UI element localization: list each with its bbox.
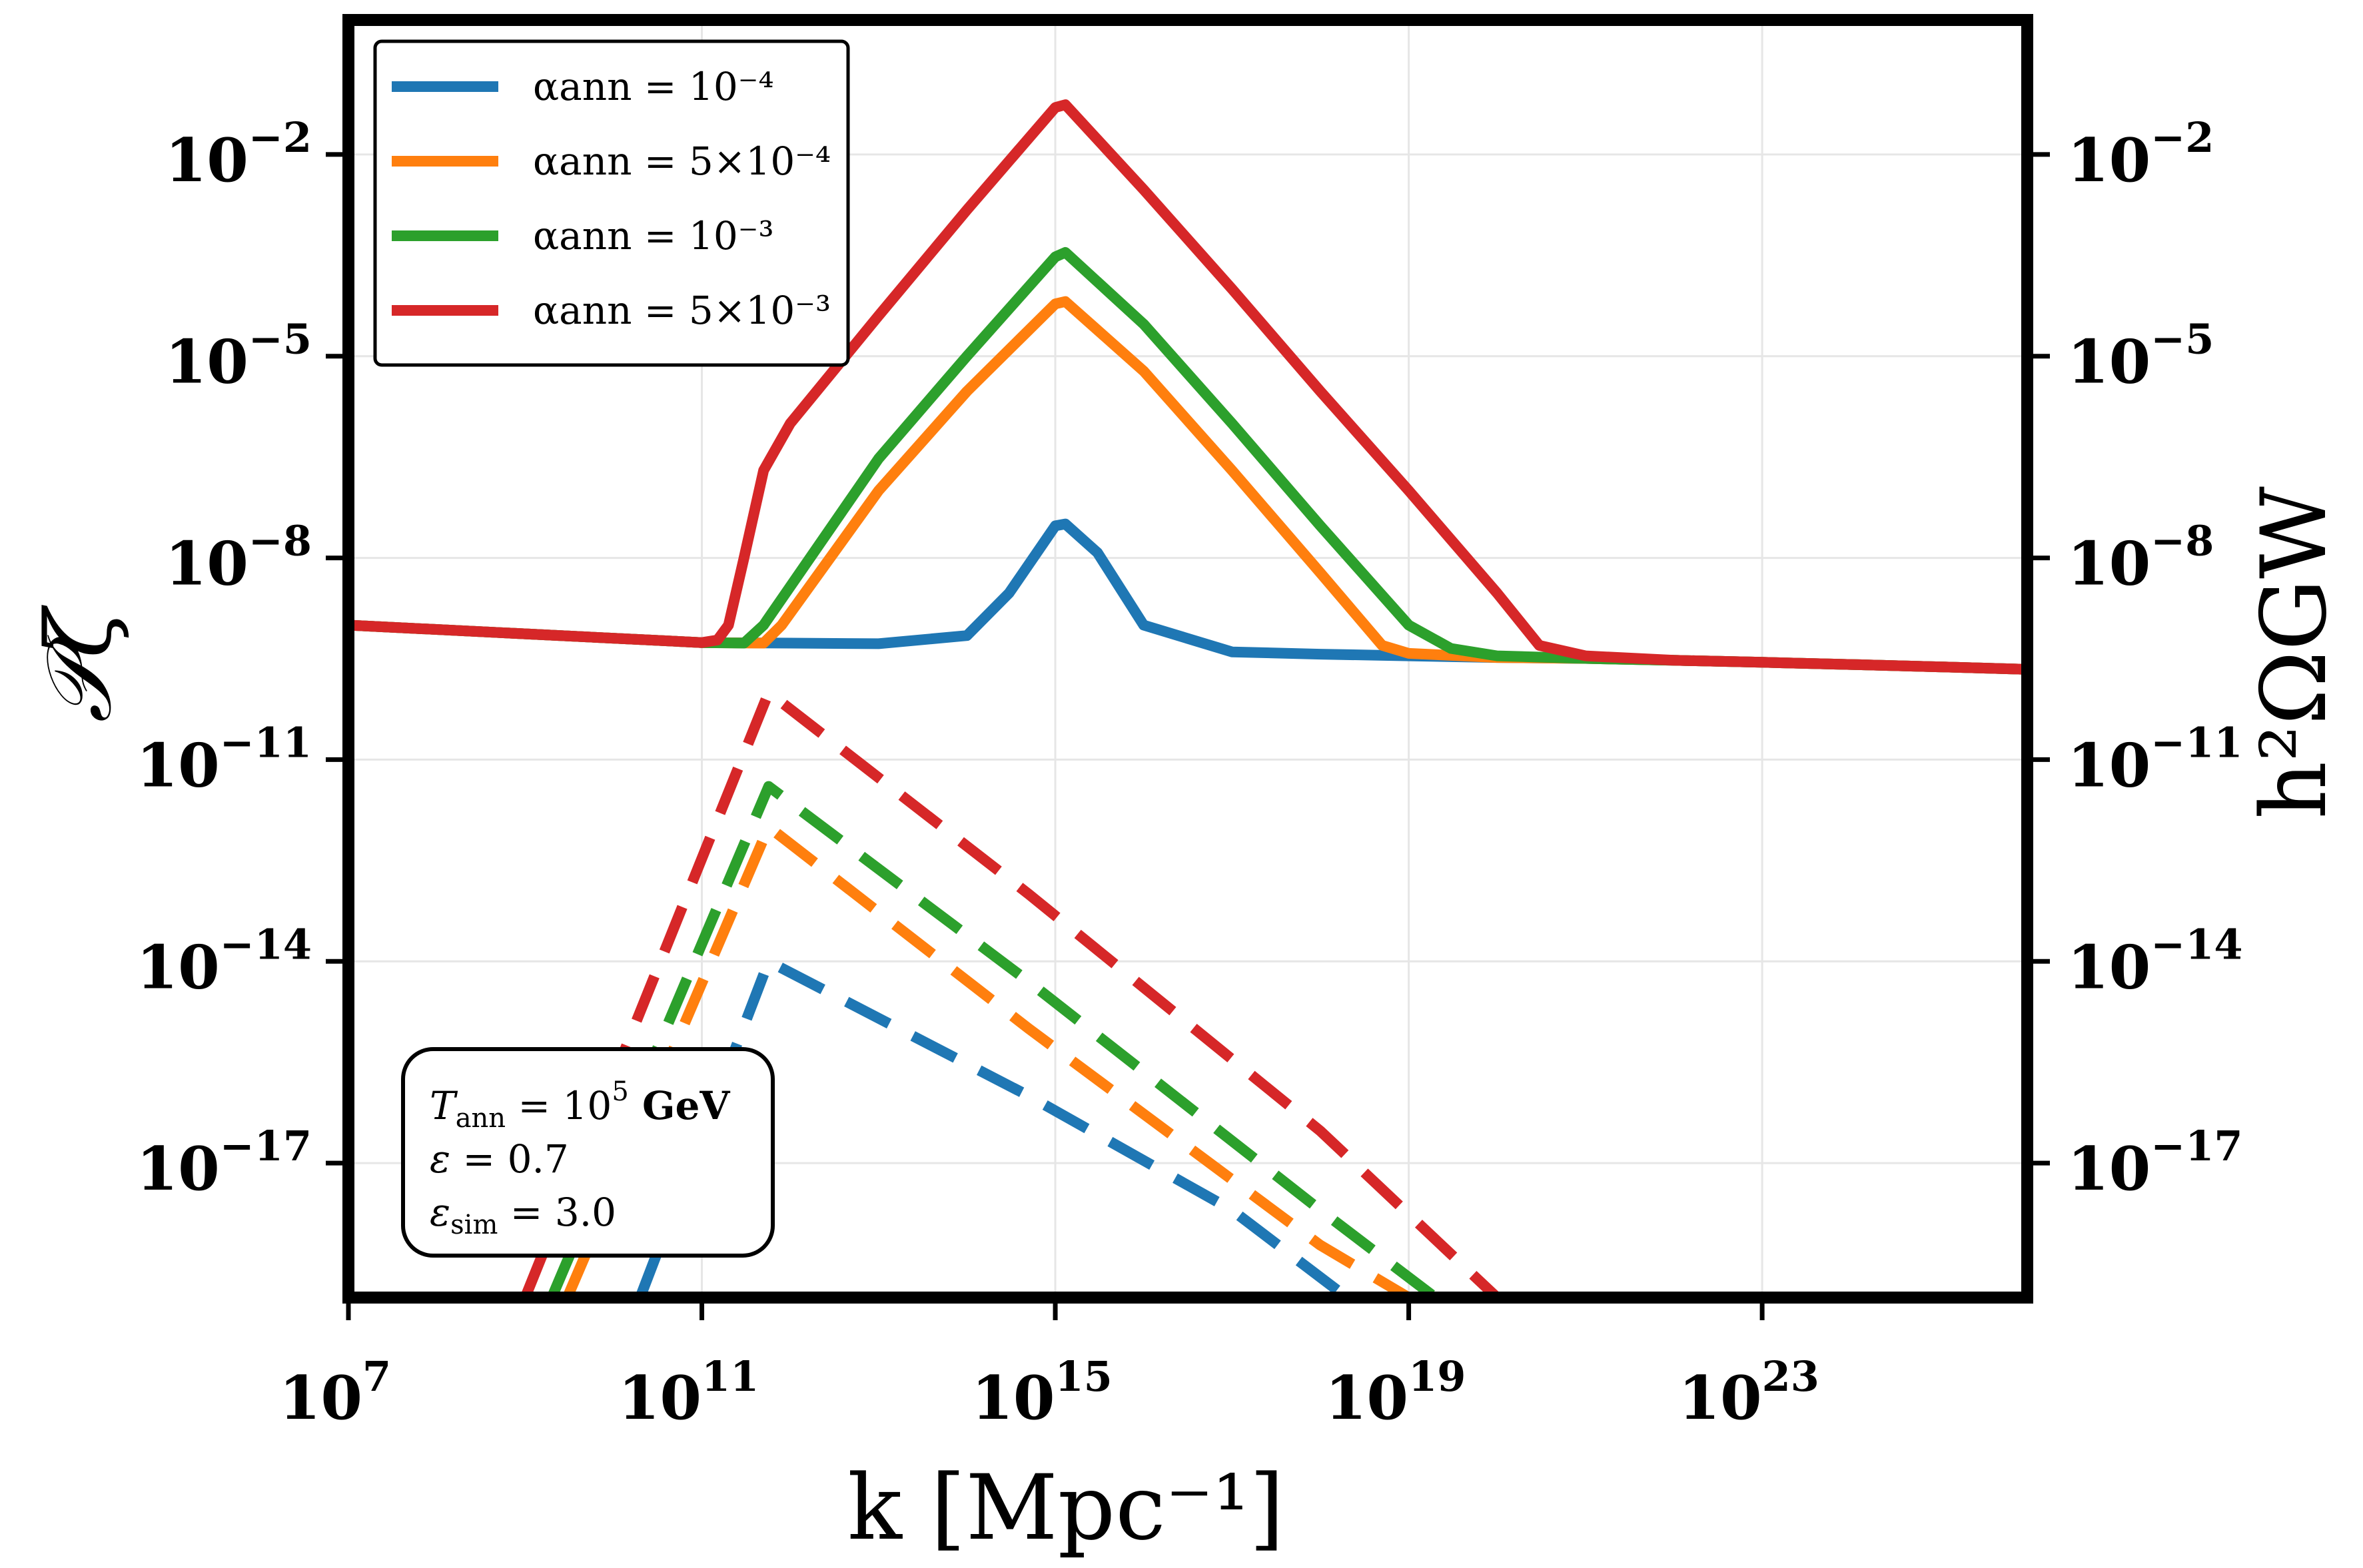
legend-label-4: αann = 5×10⁻³ xyxy=(533,288,831,333)
info-box: Tann = 105 GeV ε = 0.7 εsim = 3.0 xyxy=(401,1047,775,1258)
y-tick-label-right: 10−11 xyxy=(2067,718,2242,801)
y-tick-label-left: 10−11 xyxy=(137,718,312,801)
legend: αann = 10⁻⁴ αann = 5×10⁻⁴ αann = 10⁻³ αann … xyxy=(373,39,850,367)
gw-spectrum-line-2 xyxy=(562,821,1412,1298)
gw-spectrum-line-4 xyxy=(520,687,1501,1298)
y-tick-label-left: 10−2 xyxy=(165,113,312,196)
info-line-temperature: Tann = 105 GeV xyxy=(430,1076,730,1134)
y-tick-label-right: 10−14 xyxy=(2067,920,2242,1002)
y-tick-label-left: 10−8 xyxy=(165,517,312,599)
legend-label-1: αann = 10⁻⁴ xyxy=(533,64,774,109)
y-tick-label-left: 10−17 xyxy=(137,1122,312,1204)
info-line-epsilon-sim: εsim = 3.0 xyxy=(430,1190,616,1240)
plot-frame xyxy=(342,14,2033,1304)
tick-labels: 107 1011 1015 1019 1023 10−2 10−2 10−5 10−5 10−8 1… xyxy=(137,113,2243,1433)
y-tick-label-left: 10−14 xyxy=(137,920,312,1002)
y-tick-label-right: 10−5 xyxy=(2067,315,2214,398)
legend-label-2: αann = 5×10⁻⁴ xyxy=(533,139,831,184)
x-tick-label: 1019 xyxy=(1325,1352,1466,1433)
info-line-epsilon: ε = 0.7 xyxy=(430,1136,569,1182)
legend-label-3: αann = 10⁻³ xyxy=(533,213,774,258)
power-spectrum-line-4 xyxy=(348,99,2027,675)
legend-box xyxy=(373,39,850,367)
axis-ticks xyxy=(326,152,2050,1320)
x-tick-label: 1023 xyxy=(1678,1352,1819,1433)
y-tick-label-right: 10−2 xyxy=(2067,113,2214,196)
power-spectrum-line-1 xyxy=(348,518,2027,675)
x-tick-label: 1011 xyxy=(618,1352,759,1433)
x-tick-label: 107 xyxy=(279,1352,391,1433)
x-tick-label: 1015 xyxy=(971,1352,1113,1433)
y-axis-title-right: h²ΩGW xyxy=(2242,486,2346,819)
gw-spectrum-line-3 xyxy=(546,781,1439,1298)
y-tick-label-right: 10−8 xyxy=(2067,517,2214,599)
y-tick-label-right: 10−17 xyxy=(2067,1122,2242,1204)
y-tick-label-left: 10−5 xyxy=(165,315,312,398)
x-axis-title: k [Mpc⁻¹] xyxy=(847,1455,1284,1560)
y-axis-title-left: 𝒫ζ xyxy=(27,605,131,723)
info-box-frame xyxy=(401,1047,775,1258)
